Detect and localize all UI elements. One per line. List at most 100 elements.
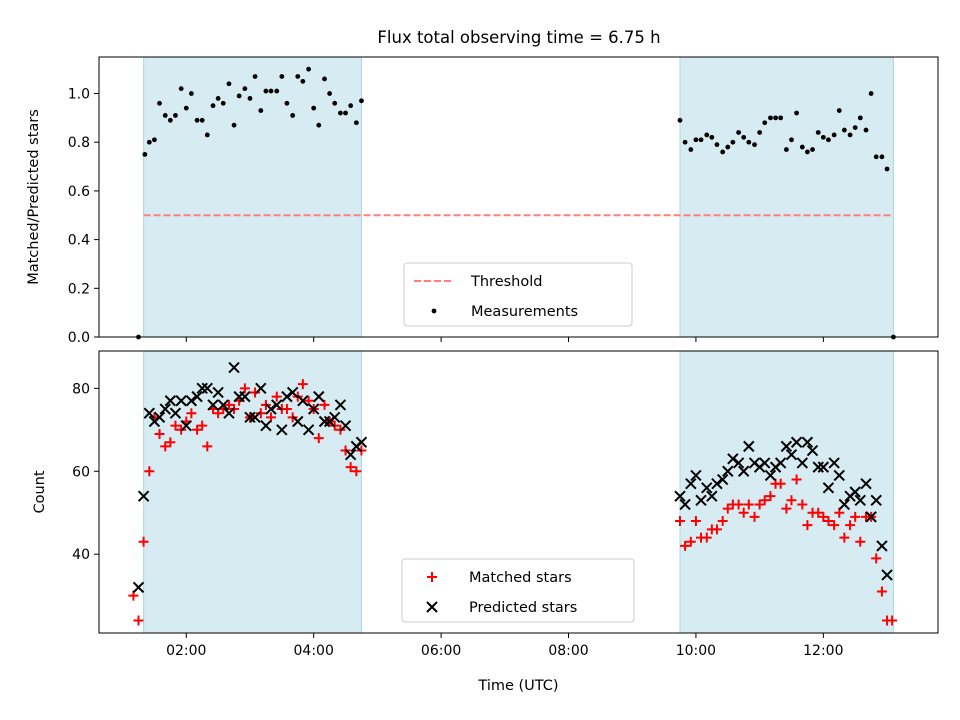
predicted-stars-point — [849, 486, 861, 498]
matched-stars-point — [303, 395, 314, 406]
matched-stars-point — [733, 499, 744, 510]
matched-stars-point — [738, 507, 749, 518]
measurement-point — [677, 117, 683, 123]
predicted-stars-point — [732, 457, 745, 469]
matched-stars-point — [297, 379, 308, 390]
y-tick-label: 0.2 — [68, 281, 90, 297]
predicted-stars-point — [239, 390, 251, 403]
predicted-stars-point — [292, 415, 304, 428]
measurement-point — [146, 139, 152, 145]
measurement-point — [826, 137, 831, 143]
measurement-point — [714, 142, 720, 148]
measurement-point — [173, 113, 178, 118]
matched-stars-point — [186, 408, 197, 419]
matched-stars-point — [701, 532, 712, 543]
measurement-point — [773, 115, 778, 121]
matched-stars-point — [255, 408, 266, 419]
matched-stars-point — [813, 507, 824, 518]
matched-stars-point — [271, 391, 282, 402]
matched-stars-point — [351, 466, 362, 477]
predicted-stars-point — [690, 469, 702, 482]
matched-stars-point — [202, 441, 213, 452]
measurement-point — [805, 149, 810, 155]
predicted-stars-point — [881, 569, 893, 581]
matched-stars-point — [266, 412, 277, 423]
measurement-point — [268, 88, 274, 94]
predicted-stars-point — [260, 419, 272, 432]
matched-stars-point — [717, 516, 728, 527]
predicted-stars-point — [302, 424, 315, 436]
matched-stars-point — [690, 516, 701, 527]
matched-stars-point — [765, 491, 776, 502]
y-tick-label: 0.4 — [68, 233, 90, 249]
predicted-stars-point — [244, 411, 256, 424]
predicted-stars-point — [674, 490, 686, 502]
predicted-stars-point — [153, 411, 166, 424]
measurement-point — [279, 74, 285, 79]
predicted-stars-point — [339, 419, 352, 432]
predicted-stars-point — [865, 511, 877, 523]
predicted-stars-point — [722, 465, 734, 477]
predicted-stars-point — [207, 399, 219, 411]
matched-stars-point — [192, 424, 203, 435]
predicted-stars-point — [217, 399, 229, 411]
measurement-point — [868, 91, 874, 96]
matched-stars-point — [213, 408, 224, 419]
measurement-point — [725, 144, 731, 150]
measurement-point — [274, 88, 280, 94]
measurement-point — [353, 120, 359, 126]
measurement-point — [306, 66, 311, 72]
matched-stars-point — [749, 511, 760, 522]
matched-stars-point — [818, 511, 829, 522]
matched-stars-point — [876, 586, 887, 597]
predicted-stars-point — [801, 436, 814, 448]
predicted-stars-point — [828, 457, 840, 469]
predicted-stars-point — [276, 424, 288, 436]
matched-stars-point — [791, 474, 802, 485]
predicted-stars-point — [196, 382, 208, 395]
matched-stars-point — [154, 428, 165, 439]
legend-box — [401, 558, 635, 623]
matched-stars-point — [250, 387, 261, 398]
measurement-point — [343, 110, 348, 116]
x-tick-label: 06:00 — [421, 643, 461, 659]
measurement-point — [327, 91, 333, 96]
predicted-stars-point — [175, 395, 187, 407]
predicted-stars-point — [743, 440, 755, 453]
x-tick-label: 08:00 — [548, 643, 588, 659]
measurement-point — [736, 130, 742, 135]
predicted-stars-point — [164, 395, 177, 407]
matched-stars-point — [239, 383, 250, 394]
predicted-stars-point — [854, 494, 866, 507]
shaded-interval — [679, 56, 894, 338]
measurement-point — [720, 149, 726, 155]
predicted-stars-point — [774, 457, 787, 469]
legend-predicted-swatch — [426, 601, 438, 613]
predicted-stars-point — [191, 390, 203, 403]
predicted-stars-point — [255, 382, 267, 395]
matched-stars-point — [855, 536, 866, 547]
measurement-point — [730, 139, 736, 145]
predicted-stars-point — [860, 477, 872, 490]
predicted-stars-point — [159, 403, 171, 415]
predicted-stars-point — [780, 440, 793, 453]
legend-label: Threshold — [470, 274, 542, 290]
measurement-point — [359, 98, 364, 104]
measurement-point — [152, 137, 157, 143]
predicted-stars-point — [679, 498, 691, 511]
y-tick-label: 0.6 — [68, 184, 90, 200]
matched-stars-point — [823, 516, 834, 527]
measurement-point — [752, 142, 757, 148]
measurement-point — [688, 147, 694, 152]
matched-stars-point — [160, 441, 171, 452]
predicted-stars-point — [796, 457, 809, 469]
predicted-stars-point — [329, 411, 341, 424]
matched-stars-point — [802, 520, 813, 531]
measurement-point — [252, 74, 258, 79]
measurement-point — [762, 120, 768, 126]
measurement-point — [741, 134, 747, 140]
measurement-point — [210, 103, 216, 109]
matched-stars-point — [138, 536, 149, 547]
predicted-stars-point — [271, 399, 283, 411]
measurement-point — [295, 74, 301, 79]
